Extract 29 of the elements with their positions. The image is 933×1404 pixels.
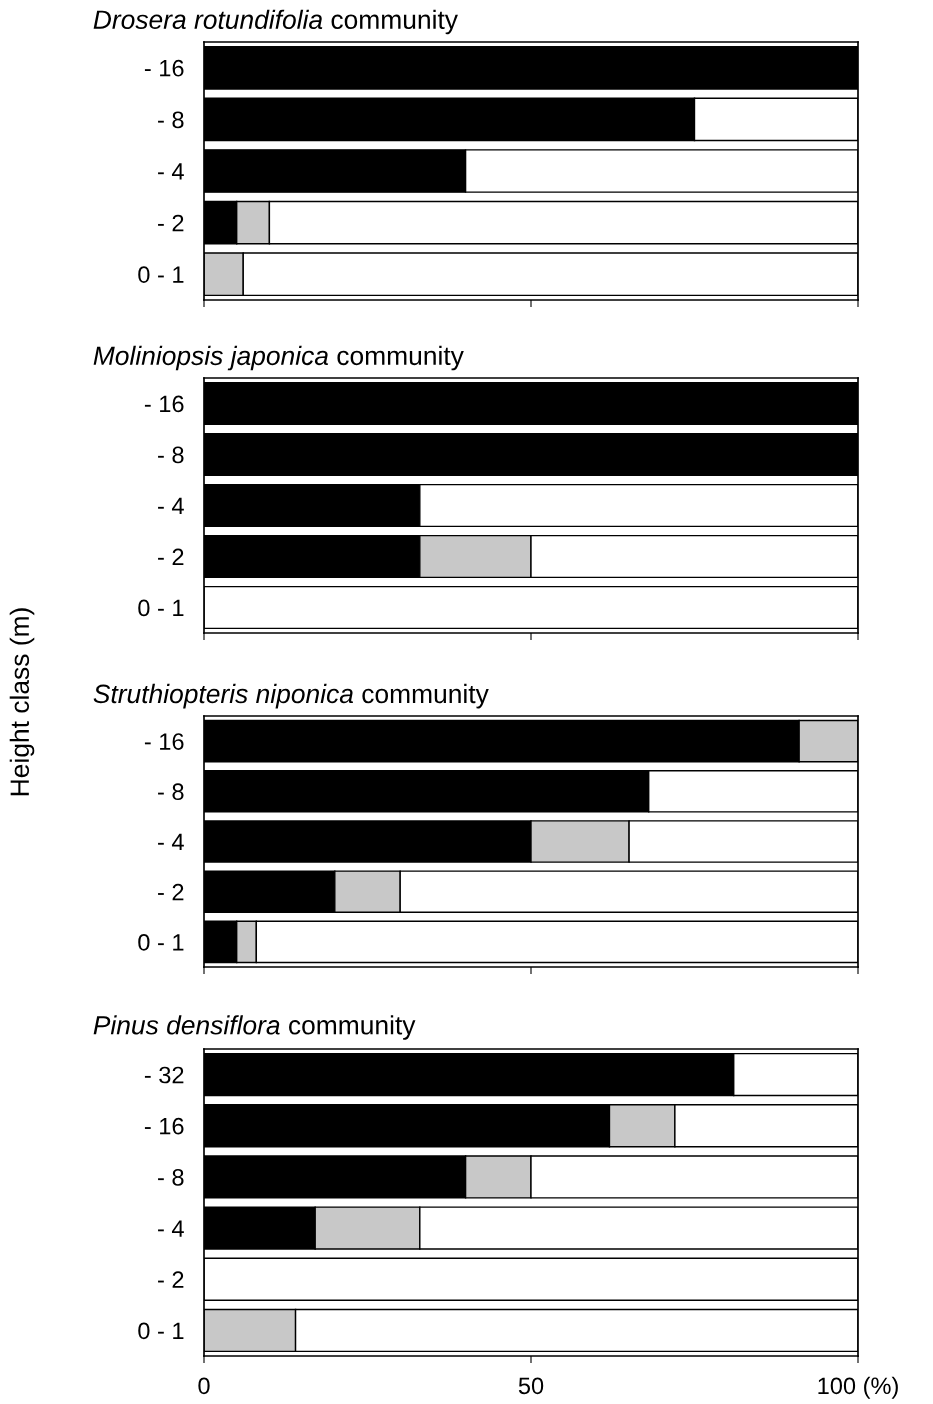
y-tick-label: - 16 bbox=[144, 59, 184, 77]
x-tick-label: 0 bbox=[198, 1377, 210, 1395]
y-tick-label: - 16 bbox=[144, 1117, 184, 1135]
y-tick-label: - 8 bbox=[158, 446, 184, 464]
y-tick-label: - 2 bbox=[158, 883, 184, 901]
y-tick-label: 0 - 1 bbox=[138, 599, 184, 617]
chart-title: Moliniopsis japonica community bbox=[93, 345, 464, 371]
y-tick-label: - 16 bbox=[144, 733, 184, 750]
y-tick-label: - 32 bbox=[144, 1066, 184, 1084]
y-tick-label: - 4 bbox=[158, 163, 184, 180]
y-tick-label: - 2 bbox=[158, 214, 184, 232]
y-tick-label: - 2 bbox=[158, 548, 184, 566]
chart-title: Pinus densiflora community bbox=[93, 1015, 416, 1040]
y-tick-label: - 4 bbox=[158, 833, 184, 851]
y-tick-label: 0 - 1 bbox=[138, 1322, 184, 1340]
y-tick-label: - 8 bbox=[158, 783, 184, 801]
y-axis-title: Height class (m) bbox=[9, 608, 35, 796]
x-tick-label: 50 bbox=[518, 1377, 544, 1395]
y-tick-label: - 8 bbox=[158, 111, 184, 129]
y-tick-label: - 16 bbox=[144, 395, 184, 413]
y-tick-label: - 8 bbox=[158, 1168, 184, 1186]
x-tick-label: 100 (%) bbox=[818, 1376, 898, 1399]
y-tick-label: - 4 bbox=[158, 497, 184, 515]
y-tick-label: 0 - 1 bbox=[138, 266, 184, 283]
y-tick-label: 0 - 1 bbox=[138, 933, 184, 951]
y-tick-label: - 4 bbox=[158, 1220, 184, 1237]
chart-title: Drosera rotundifolia community bbox=[93, 9, 458, 35]
chart-title: Struthiopteris niponica community bbox=[93, 683, 489, 709]
y-tick-label: - 2 bbox=[158, 1271, 184, 1288]
